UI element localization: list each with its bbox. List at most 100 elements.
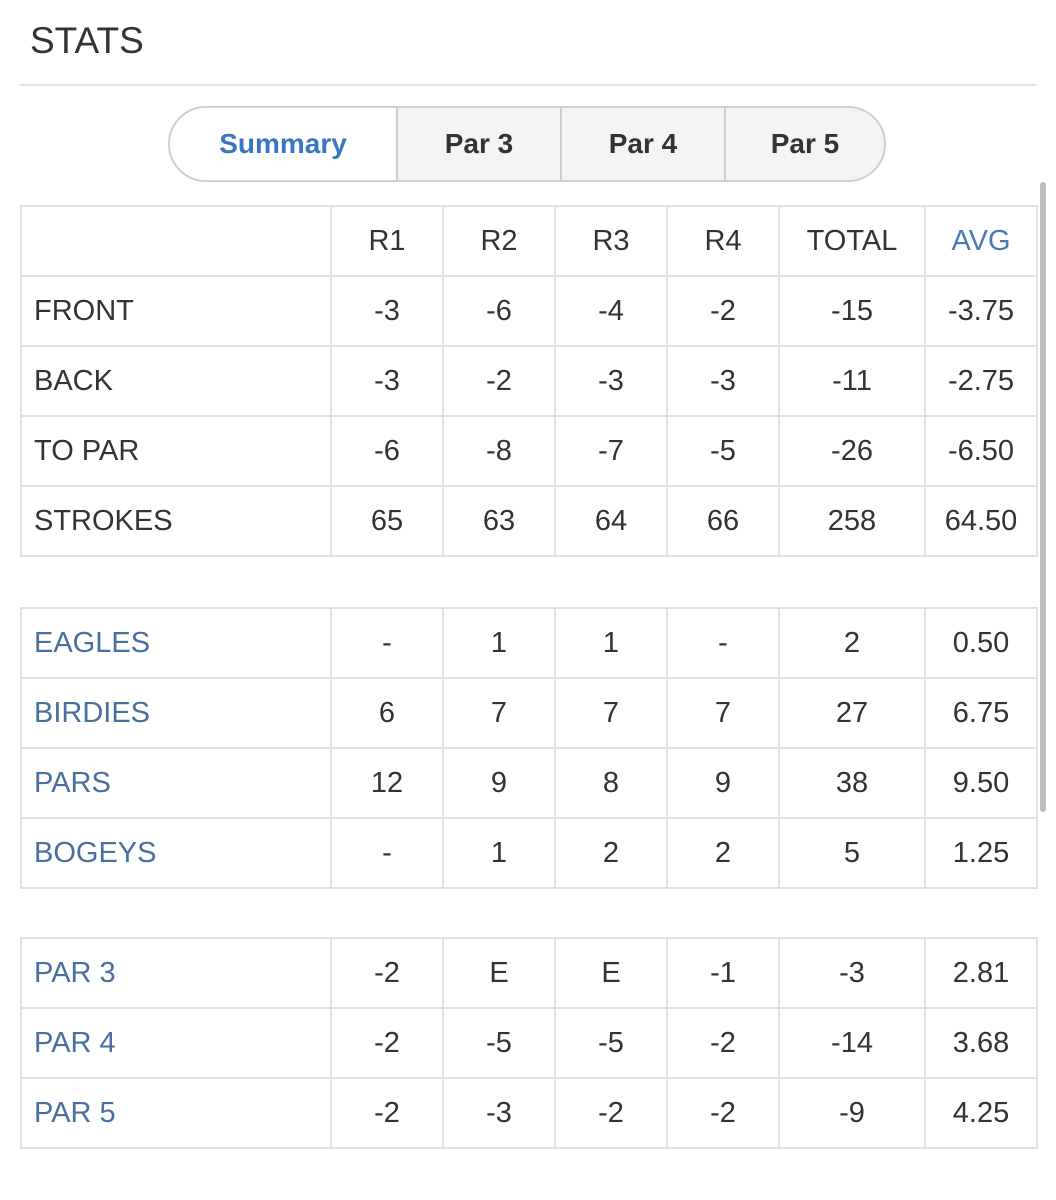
table-cell: 65 — [330, 485, 444, 557]
table-cell: 1.25 — [924, 817, 1038, 889]
table-cell: -5 — [666, 415, 780, 487]
table-cell: 9.50 — [924, 747, 1038, 819]
table-row: PAR 5 -2 -3 -2 -2 -9 4.25 — [20, 1077, 1038, 1149]
table-cell: -9 — [778, 1077, 926, 1149]
table-cell: -14 — [778, 1007, 926, 1079]
row-label-par-5[interactable]: PAR 5 — [20, 1077, 332, 1149]
table-row: STROKES 65 63 64 66 258 64.50 — [20, 485, 1038, 557]
table-cell: -2 — [666, 1077, 780, 1149]
table-cell: 38 — [778, 747, 926, 819]
header-avg[interactable]: AVG — [924, 205, 1038, 277]
table-cell: -2 — [554, 1077, 668, 1149]
tab-par-3[interactable]: Par 3 — [396, 108, 560, 180]
row-label-par-4[interactable]: PAR 4 — [20, 1007, 332, 1079]
table-cell: -7 — [554, 415, 668, 487]
table-row: EAGLES - 1 1 - 2 0.50 — [20, 607, 1038, 679]
table-cell: -8 — [442, 415, 556, 487]
table-row: PAR 4 -2 -5 -5 -2 -14 3.68 — [20, 1007, 1038, 1079]
header-total: TOTAL — [778, 205, 926, 277]
table-cell: 7 — [554, 677, 668, 749]
row-label-front: FRONT — [20, 275, 332, 347]
table-cell: -2 — [330, 937, 444, 1009]
table-cell: 2 — [554, 817, 668, 889]
table-cell: 2 — [666, 817, 780, 889]
table-cell: 5 — [778, 817, 926, 889]
table-cell: 27 — [778, 677, 926, 749]
table-cell: 9 — [666, 747, 780, 819]
table-cell: 1 — [554, 607, 668, 679]
table-row: TO PAR -6 -8 -7 -5 -26 -6.50 — [20, 415, 1038, 487]
table-cell: - — [330, 817, 444, 889]
table-cell: 8 — [554, 747, 668, 819]
header-empty — [20, 205, 332, 277]
row-label-pars[interactable]: PARS — [20, 747, 332, 819]
row-label-par-3[interactable]: PAR 3 — [20, 937, 332, 1009]
table-cell: 3.68 — [924, 1007, 1038, 1079]
table-cell: -2 — [442, 345, 556, 417]
table-row: PARS 12 9 8 9 38 9.50 — [20, 747, 1038, 819]
table-cell: 64 — [554, 485, 668, 557]
row-label-to-par: TO PAR — [20, 415, 332, 487]
score-table: R1 R2 R3 R4 TOTAL AVG FRONT -3 -6 -4 -2 … — [20, 205, 1038, 557]
table-cell: 6 — [330, 677, 444, 749]
par-breakdown-table: PAR 3 -2 E E -1 -3 2.81 PAR 4 -2 -5 -5 -… — [20, 937, 1038, 1149]
table-cell: -6.50 — [924, 415, 1038, 487]
table-row: BIRDIES 6 7 7 7 27 6.75 — [20, 677, 1038, 749]
table-cell: -11 — [778, 345, 926, 417]
row-label-bogeys[interactable]: BOGEYS — [20, 817, 332, 889]
header-row: R1 R2 R3 R4 TOTAL AVG — [20, 205, 1038, 277]
table-cell: -5 — [554, 1007, 668, 1079]
table-cell: 64.50 — [924, 485, 1038, 557]
table-cell: 7 — [666, 677, 780, 749]
stats-tab-bar: Summary Par 3 Par 4 Par 5 — [168, 106, 886, 182]
table-cell: -2 — [666, 1007, 780, 1079]
header-r4: R4 — [666, 205, 780, 277]
header-r1: R1 — [330, 205, 444, 277]
table-cell: -6 — [330, 415, 444, 487]
table-cell: 9 — [442, 747, 556, 819]
table-cell: - — [666, 607, 780, 679]
row-label-birdies[interactable]: BIRDIES — [20, 677, 332, 749]
table-cell: 12 — [330, 747, 444, 819]
table-cell: 0.50 — [924, 607, 1038, 679]
table-cell: -1 — [666, 937, 780, 1009]
table-cell: -5 — [442, 1007, 556, 1079]
table-row: BACK -3 -2 -3 -3 -11 -2.75 — [20, 345, 1038, 417]
tab-par-4[interactable]: Par 4 — [560, 108, 724, 180]
table-cell: -15 — [778, 275, 926, 347]
table-cell: E — [442, 937, 556, 1009]
table-cell: - — [330, 607, 444, 679]
table-cell: -3 — [554, 345, 668, 417]
table-cell: E — [554, 937, 668, 1009]
table-cell: -2 — [330, 1007, 444, 1079]
table-row: PAR 3 -2 E E -1 -3 2.81 — [20, 937, 1038, 1009]
table-cell: -3 — [330, 345, 444, 417]
table-cell: -2.75 — [924, 345, 1038, 417]
row-label-strokes: STROKES — [20, 485, 332, 557]
table-cell: 1 — [442, 817, 556, 889]
table-cell: 6.75 — [924, 677, 1038, 749]
tab-summary[interactable]: Summary — [170, 108, 396, 180]
table-cell: 1 — [442, 607, 556, 679]
hole-results-table: EAGLES - 1 1 - 2 0.50 BIRDIES 6 7 7 7 27… — [20, 607, 1038, 889]
table-cell: 4.25 — [924, 1077, 1038, 1149]
table-cell: -26 — [778, 415, 926, 487]
row-label-eagles[interactable]: EAGLES — [20, 607, 332, 679]
table-cell: -4 — [554, 275, 668, 347]
row-label-back: BACK — [20, 345, 332, 417]
scrollbar[interactable] — [1040, 182, 1046, 812]
table-row: BOGEYS - 1 2 2 5 1.25 — [20, 817, 1038, 889]
header-r3: R3 — [554, 205, 668, 277]
tab-par-5[interactable]: Par 5 — [724, 108, 884, 180]
page-title: STATS — [30, 20, 144, 61]
table-cell: -3.75 — [924, 275, 1038, 347]
table-cell: 66 — [666, 485, 780, 557]
table-cell: -2 — [330, 1077, 444, 1149]
table-cell: -3 — [778, 937, 926, 1009]
table-cell: -2 — [666, 275, 780, 347]
table-cell: 258 — [778, 485, 926, 557]
table-cell: 2.81 — [924, 937, 1038, 1009]
title-divider — [20, 84, 1036, 86]
table-cell: 63 — [442, 485, 556, 557]
table-cell: -6 — [442, 275, 556, 347]
